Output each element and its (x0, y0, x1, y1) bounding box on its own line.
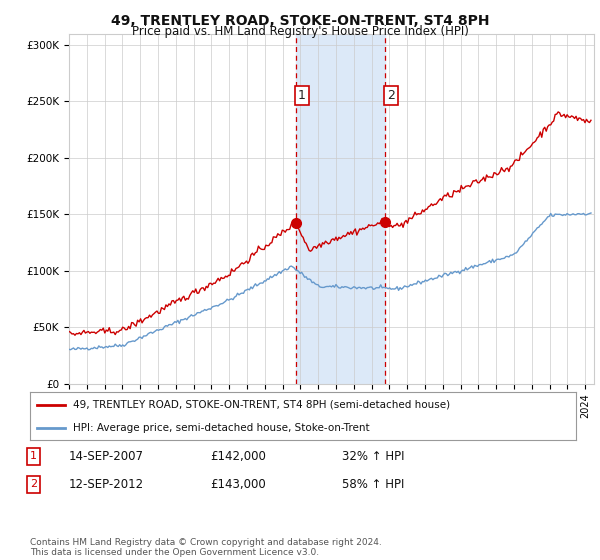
Text: 32% ↑ HPI: 32% ↑ HPI (342, 450, 404, 463)
Text: Contains HM Land Registry data © Crown copyright and database right 2024.
This d: Contains HM Land Registry data © Crown c… (30, 538, 382, 557)
Text: 49, TRENTLEY ROAD, STOKE-ON-TRENT, ST4 8PH (semi-detached house): 49, TRENTLEY ROAD, STOKE-ON-TRENT, ST4 8… (73, 400, 450, 410)
Text: 1: 1 (30, 451, 37, 461)
Text: 1: 1 (298, 89, 305, 102)
Text: £142,000: £142,000 (210, 450, 266, 463)
Text: 2: 2 (30, 479, 37, 489)
Text: 2: 2 (386, 89, 395, 102)
Text: £143,000: £143,000 (210, 478, 266, 491)
Text: 49, TRENTLEY ROAD, STOKE-ON-TRENT, ST4 8PH: 49, TRENTLEY ROAD, STOKE-ON-TRENT, ST4 8… (111, 14, 489, 28)
Text: 12-SEP-2012: 12-SEP-2012 (69, 478, 144, 491)
Bar (296, 34, 385, 384)
Text: Price paid vs. HM Land Registry's House Price Index (HPI): Price paid vs. HM Land Registry's House … (131, 25, 469, 38)
Text: 14-SEP-2007: 14-SEP-2007 (69, 450, 144, 463)
Text: 58% ↑ HPI: 58% ↑ HPI (342, 478, 404, 491)
Text: HPI: Average price, semi-detached house, Stoke-on-Trent: HPI: Average price, semi-detached house,… (73, 423, 369, 433)
